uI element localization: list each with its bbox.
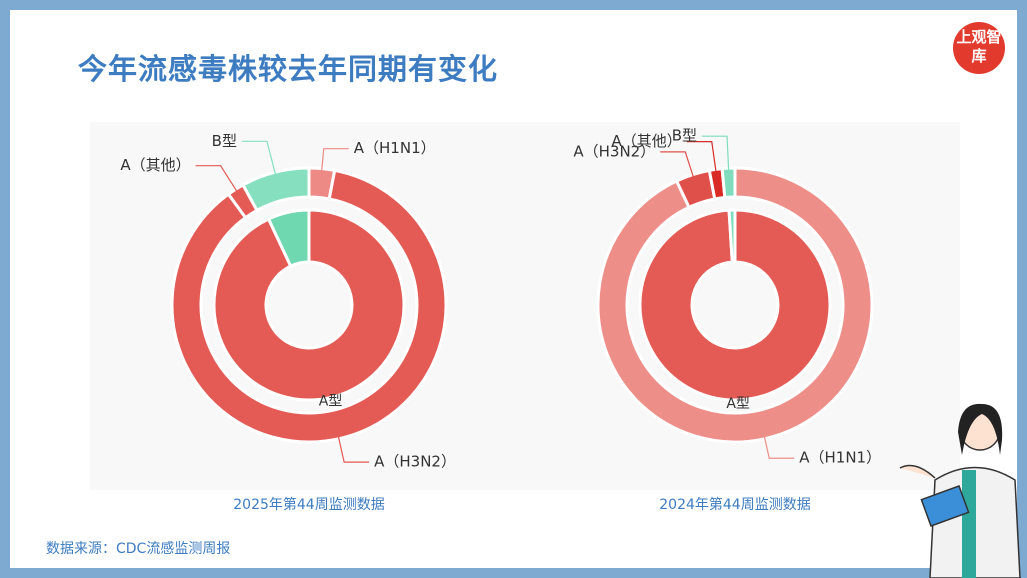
donut-slice — [596, 166, 874, 444]
slice-label: A（H3N2） — [573, 142, 655, 160]
leader-line — [686, 141, 717, 174]
leader-line — [702, 135, 730, 173]
leader-line — [195, 165, 239, 194]
donut-slice — [638, 208, 832, 402]
slice-label: B型 — [212, 132, 237, 150]
donut-slice — [170, 168, 448, 444]
leader-line — [320, 148, 349, 173]
donut-slice — [720, 166, 737, 200]
slice-label: A（其他） — [120, 156, 190, 174]
donut-slice — [212, 208, 406, 402]
slice-label: A（H1N1） — [799, 449, 881, 467]
donut-slice — [727, 208, 737, 264]
donut-slice — [266, 208, 311, 269]
leader-line — [763, 434, 795, 459]
leader-line — [241, 140, 277, 177]
slice-label: A（H3N2） — [374, 453, 456, 471]
slice-label: A型 — [726, 396, 750, 412]
slice-label: A（H1N1） — [354, 139, 436, 157]
slice-label: A（其他） — [611, 132, 681, 150]
chart-caption: 2024年第44周监测数据 — [659, 496, 810, 513]
logo: 上观智库 — [953, 22, 1005, 74]
leader-line — [660, 151, 695, 179]
donut-slice — [240, 166, 311, 213]
slice-label: A型 — [319, 394, 343, 410]
leader-line — [337, 434, 370, 463]
doctor-illustration — [899, 403, 1021, 578]
chart-caption: 2025年第44周监测数据 — [233, 496, 384, 513]
slice-label: B型 — [672, 127, 697, 145]
source-note: 数据来源：CDC流感监测周报 — [46, 541, 231, 557]
page-title: 今年流感毒株较去年同期有变化 — [78, 52, 499, 86]
